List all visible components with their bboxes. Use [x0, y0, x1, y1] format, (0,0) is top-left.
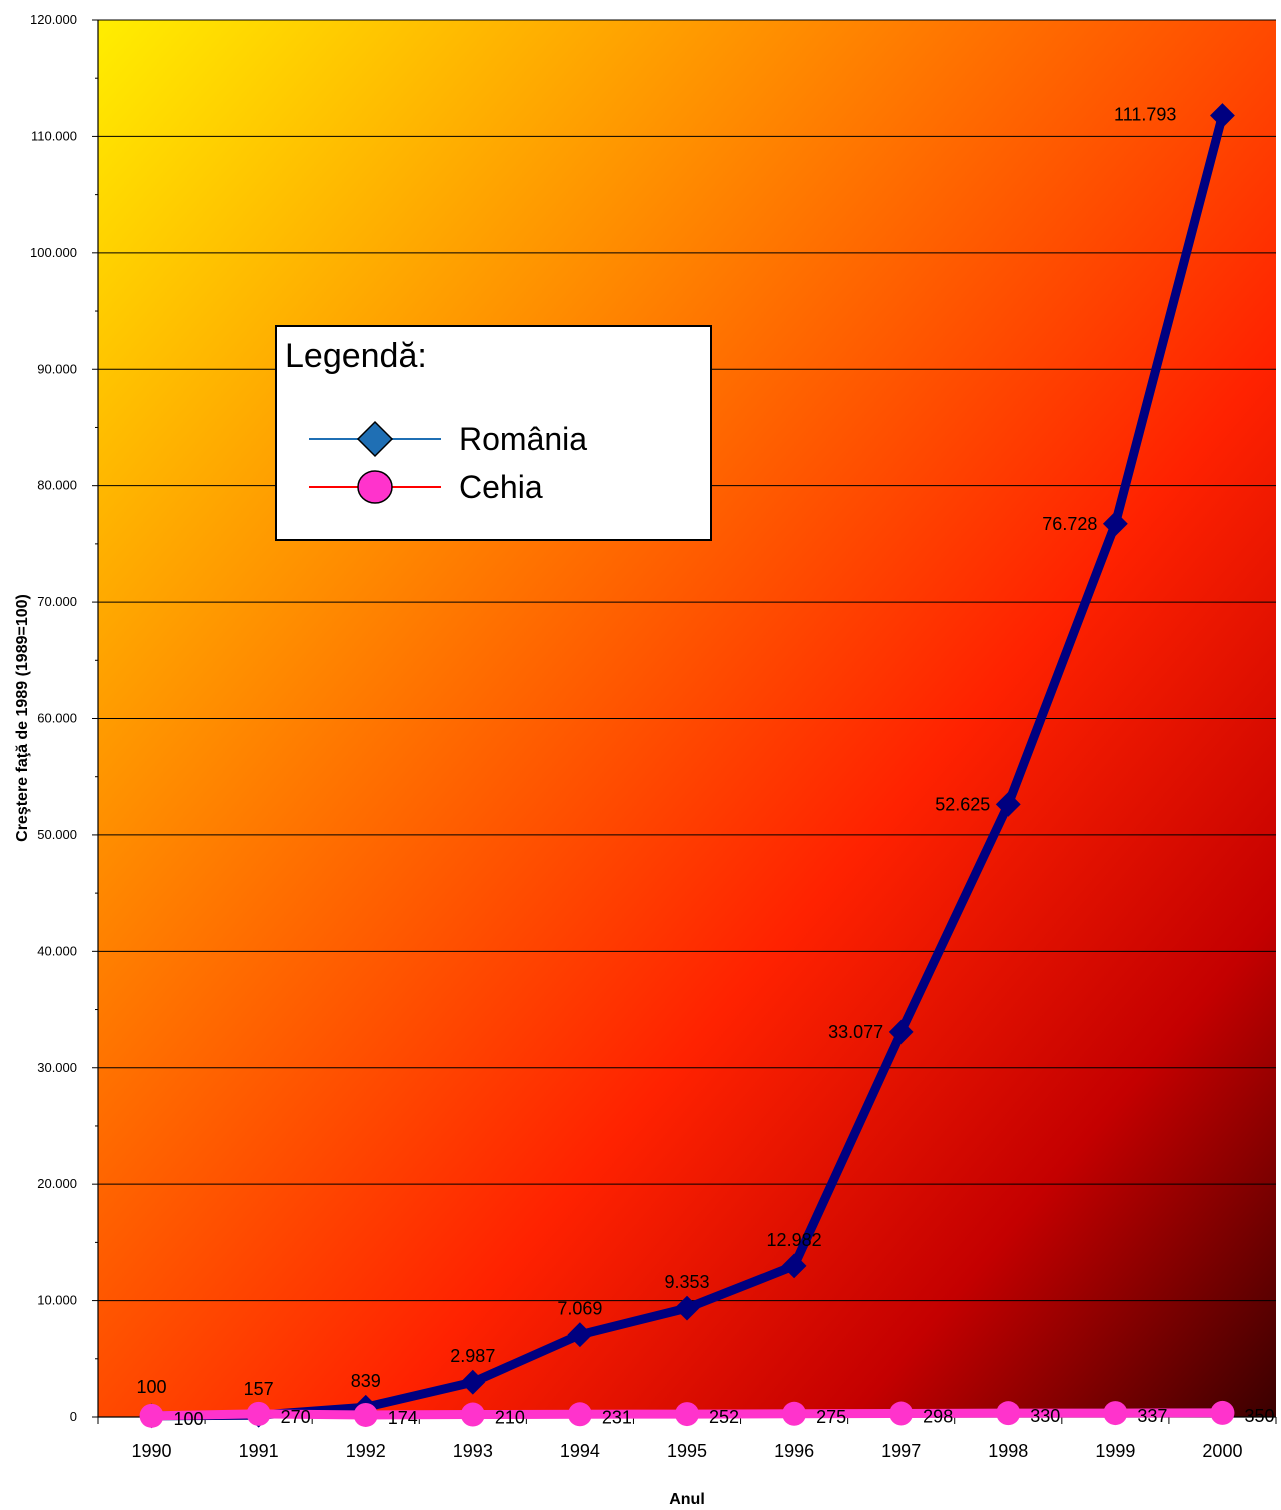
- romania-data-label: 7.069: [557, 1299, 602, 1319]
- romania-data-label: 52.625: [935, 794, 990, 814]
- x-tick-label: 1998: [988, 1441, 1028, 1461]
- y-tick-labels: 0 10.000 20.000 30.000 40.000 50.000 60.000 70.…: [30, 12, 77, 1424]
- romania-data-label: 9.353: [664, 1272, 709, 1292]
- romania-point: [888, 1019, 914, 1045]
- romania-point: [781, 1253, 807, 1279]
- romania-point: [1210, 103, 1235, 128]
- y-tick-label: 20.000: [37, 1176, 77, 1191]
- y-tick-label: 30.000: [37, 1060, 77, 1075]
- cehia-data-label: 275: [816, 1407, 846, 1427]
- cehia-point: [675, 1402, 699, 1427]
- y-tick-label: 80.000: [37, 478, 77, 493]
- x-tick-label: 1999: [1095, 1441, 1135, 1461]
- romania-data-label: 111.793: [1114, 105, 1176, 125]
- cehia-point: [460, 1402, 485, 1427]
- y-tick-label: 60.000: [37, 711, 77, 726]
- series: [139, 103, 1235, 1429]
- x-tick-label: 1993: [453, 1441, 493, 1461]
- cehia-point: [567, 1402, 592, 1427]
- romania-point: [1102, 511, 1128, 537]
- y-tick-label: 120.000: [30, 12, 77, 27]
- x-tick-labels: 1990 1991 1992 1993 1994 1995 1996 1997 1998 1999…: [132, 1441, 1243, 1461]
- y-tick-label: 40.000: [37, 943, 77, 958]
- x-tick-label: 1994: [560, 1441, 600, 1461]
- legend-item-cehia: Cehia: [307, 467, 687, 507]
- cehia-point: [1103, 1401, 1128, 1426]
- cehia-data-label: 231: [602, 1407, 632, 1427]
- cehia-point: [139, 1403, 164, 1428]
- cehia-data-label: 330: [1030, 1406, 1060, 1426]
- cehia-data-label: 252: [709, 1407, 739, 1427]
- romania-point: [674, 1295, 700, 1321]
- x-tick-label: 1990: [132, 1441, 172, 1461]
- romania-data-label: 2.987: [450, 1346, 495, 1366]
- circle-marker-icon: [309, 470, 441, 504]
- cehia-point: [353, 1402, 378, 1427]
- x-tick-label: 1991: [239, 1441, 279, 1461]
- legend-title: Legendă:: [285, 337, 427, 375]
- y-tick-label: 110.000: [31, 128, 77, 143]
- romania-data-label: 157: [244, 1379, 274, 1399]
- romania-point: [460, 1369, 486, 1395]
- x-tick-label: 1995: [667, 1441, 707, 1461]
- romania-data-label: 33.077: [828, 1022, 883, 1042]
- legend-label-cehia: Cehia: [459, 469, 543, 505]
- cehia-data-label: 298: [923, 1407, 953, 1427]
- y-axis-title: Creştere faţă de 1989 (1989=100): [14, 594, 31, 842]
- romania-data-label: 839: [351, 1371, 381, 1391]
- legend-label-romania: România: [459, 421, 588, 457]
- romania-data-label: 76.728: [1042, 514, 1097, 534]
- romania-data-label: 100: [137, 1377, 167, 1397]
- diamond-marker-icon: [309, 420, 441, 458]
- x-tick-label: 1996: [774, 1441, 814, 1461]
- x-tick-label: 1997: [881, 1441, 921, 1461]
- romania-data-label: 12.982: [767, 1230, 822, 1250]
- cehia-data-label: 100: [174, 1409, 204, 1429]
- romania-point: [995, 791, 1021, 817]
- legend: Legendă: România Cehia: [275, 325, 712, 541]
- y-tick-label: 90.000: [37, 361, 77, 376]
- cehia-point: [1210, 1400, 1235, 1425]
- y-tick-label: 100.000: [30, 245, 77, 260]
- cehia-point: [996, 1401, 1021, 1426]
- x-axis-title: Anul: [669, 1491, 705, 1508]
- cehia-data-label: 270: [281, 1407, 311, 1427]
- y-tick-label: 70.000: [37, 594, 77, 609]
- data-labels: 100 157 839 2.987 7.069 9.353 12.982 33.077 52.6…: [137, 105, 1275, 1429]
- y-tick-label: 10.000: [37, 1293, 77, 1308]
- cehia-data-label: 350: [1244, 1406, 1274, 1426]
- y-tick-label: 0: [70, 1409, 77, 1424]
- x-tick-label: 2000: [1202, 1441, 1242, 1461]
- romania-point: [567, 1322, 593, 1348]
- cehia-data-label: 174: [388, 1408, 418, 1428]
- legend-item-romania: România: [307, 419, 687, 459]
- cehia-point: [889, 1401, 914, 1426]
- cehia-data-label: 210: [495, 1408, 525, 1428]
- cehia-point: [246, 1401, 271, 1426]
- x-tick-label: 1992: [346, 1441, 386, 1461]
- y-tick-label: 50.000: [37, 827, 77, 842]
- cehia-point: [782, 1401, 807, 1426]
- cehia-data-label: 337: [1137, 1406, 1167, 1426]
